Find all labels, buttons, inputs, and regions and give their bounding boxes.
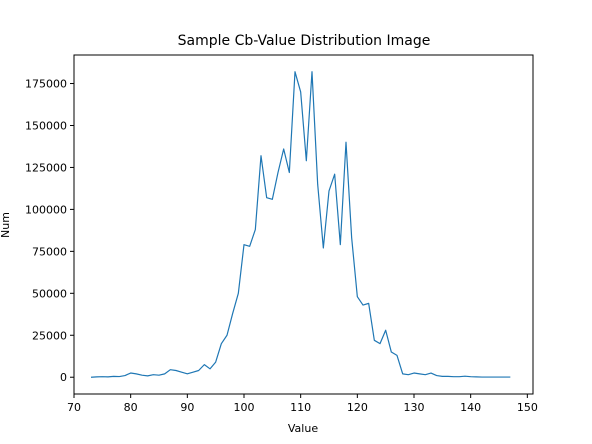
x-axis-ticks: 70 80 90 100 110 120 130 140 150 (67, 394, 538, 414)
y-tick-label: 75000 (32, 245, 67, 258)
y-tick-label: 100000 (25, 203, 67, 216)
x-tick-label: 100 (234, 401, 255, 414)
y-axis-ticks: 0 25000 50000 75000 100000 125000 150000 175000 (25, 78, 74, 384)
x-tick-label: 120 (347, 401, 368, 414)
y-tick-label: 150000 (25, 119, 67, 132)
x-tick-label: 130 (404, 401, 425, 414)
y-tick-label: 125000 (25, 161, 67, 174)
plot-frame (73, 54, 534, 395)
y-tick-label: 175000 (25, 78, 67, 91)
x-tick-label: 110 (290, 401, 311, 414)
y-tick-label: 25000 (32, 329, 67, 342)
y-axis-label: Num (0, 212, 12, 238)
x-tick-label: 140 (460, 401, 481, 414)
y-tick-label: 50000 (32, 287, 67, 300)
x-tick-label: 80 (124, 401, 138, 414)
x-tick-label: 90 (180, 401, 194, 414)
x-axis-label: Value (288, 422, 318, 435)
series-line-0 (90, 71, 511, 378)
x-tick-label: 150 (517, 401, 538, 414)
plot-line-layer (90, 71, 511, 378)
chart-title: Sample Cb-Value Distribution Image (178, 33, 431, 49)
y-tick-label: 0 (60, 371, 67, 384)
x-tick-label: 70 (67, 401, 81, 414)
